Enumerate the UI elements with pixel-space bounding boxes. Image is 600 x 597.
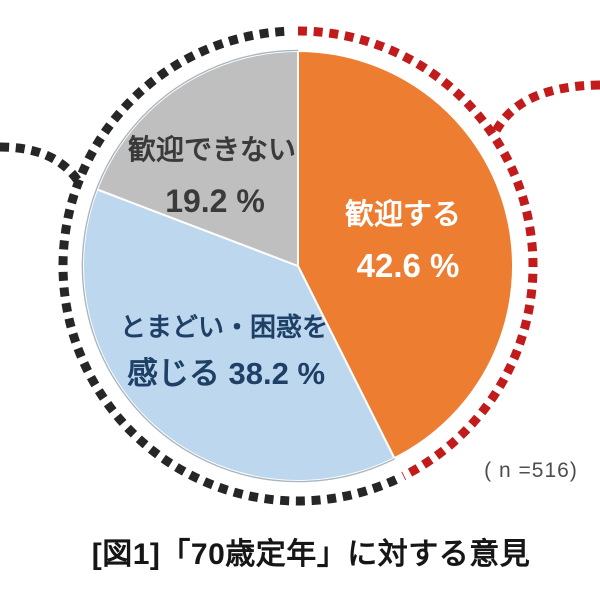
pie-slice-0 <box>297 49 514 460</box>
black-dashed-tail <box>0 142 82 184</box>
slice-label-1-line-1: 感じる 38.2 % <box>127 356 325 391</box>
slice-label-0-line-1: 42.6 % <box>357 247 460 284</box>
slice-label-0-line-0: 歓迎する <box>345 198 461 231</box>
pie-slices <box>82 49 514 482</box>
slice-label-2-line-0: 歓迎できない <box>128 134 296 165</box>
sample-size-label: ( n =516) <box>484 459 578 482</box>
highlight-ring <box>0 26 600 506</box>
pie-outline-arc <box>81 49 395 483</box>
slice-label-1-line-0: とまどい・困惑を <box>120 312 328 342</box>
figure-caption: [図1]「70歳定年」に対する意見 <box>92 537 531 571</box>
red-dashed-tail <box>492 80 600 134</box>
slice-label-2-line-1: 19.2 % <box>165 183 265 219</box>
red-dashed-arc <box>297 26 538 481</box>
black-dashed-arc <box>58 26 398 506</box>
